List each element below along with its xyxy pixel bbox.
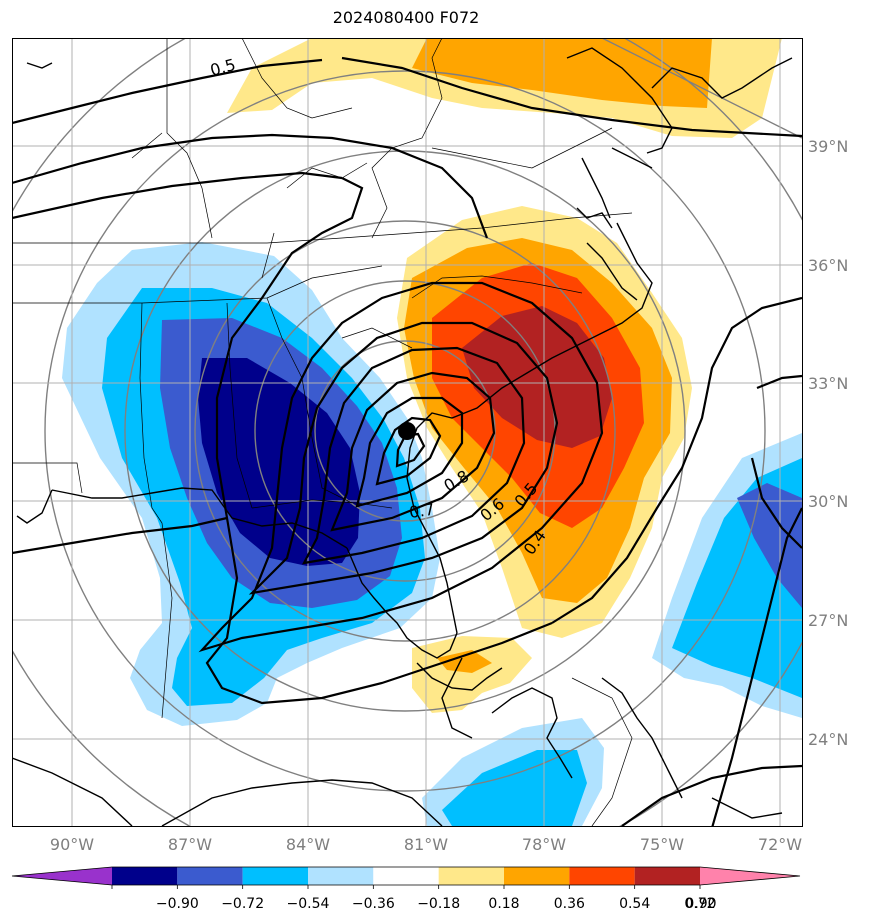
coastlines (12, 47, 793, 826)
lon-label: 72°W (758, 835, 802, 854)
colorbar-swatch (12, 867, 112, 885)
colorbar-tick-label: 0.18 (488, 896, 519, 912)
colorbar-tick-label: 0.54 (619, 896, 650, 912)
lat-label: 27°N (808, 611, 848, 630)
colorbar-swatch (242, 867, 308, 885)
colorbar-swatch (504, 867, 570, 885)
colorbar-swatch (569, 867, 635, 885)
colorbar-swatch (700, 867, 800, 885)
colorbar-tick-label: 0.36 (554, 896, 585, 912)
colorbar-swatch (634, 867, 700, 885)
contour-lines (12, 56, 802, 826)
lon-label: 78°W (522, 835, 566, 854)
colorbar-swatch (438, 867, 504, 885)
colorbar-swatches (11, 866, 801, 889)
colorbar-swatch (177, 867, 243, 885)
lon-label: 75°W (640, 835, 684, 854)
colorbar-swatch (373, 867, 439, 885)
lat-label: 33°N (808, 374, 848, 393)
lat-label: 36°N (808, 256, 848, 275)
colorbar-tick-label: −0.36 (352, 896, 395, 912)
colorbar-tick-label: −0.18 (417, 896, 460, 912)
colorbar-swatch (112, 867, 178, 885)
lon-label: 84°W (286, 835, 330, 854)
colorbar-tick-label: −0.54 (287, 896, 330, 912)
negative-anomaly-atlantic (652, 433, 802, 718)
lon-label: 90°W (50, 835, 94, 854)
negative-anomaly-caribbean (422, 718, 604, 826)
colorbar-swatch (308, 867, 374, 885)
contour-label: 0.7 (408, 500, 436, 522)
colorbar-tick-label: −0.72 (221, 896, 264, 912)
colorbar-tick-label: 0.72 (684, 896, 715, 912)
map-title: 2024080400 F072 (332, 8, 480, 27)
lat-label: 30°N (808, 492, 848, 511)
colorbar-tick-label: 0.90 (685, 896, 716, 912)
colorbar-tick-label: −0.90 (156, 896, 199, 912)
political-borders (12, 38, 633, 826)
storm-center-marker (398, 422, 416, 440)
graticule (12, 38, 802, 826)
lat-label: 24°N (808, 730, 848, 749)
lat-label: 39°N (808, 137, 848, 156)
colorbar-ticks: −0.90 −0.72 −0.54 −0.36 −0.18 0.18 0.36 … (156, 896, 717, 912)
lon-label: 87°W (168, 835, 212, 854)
lon-label: 81°W (404, 835, 448, 854)
map-panel: 0.5 0.8 0.7 0.6 0.5 0.4 (12, 38, 803, 827)
colorbar: −0.90 −0.72 −0.54 −0.36 −0.18 0.18 0.36 … (11, 866, 801, 912)
